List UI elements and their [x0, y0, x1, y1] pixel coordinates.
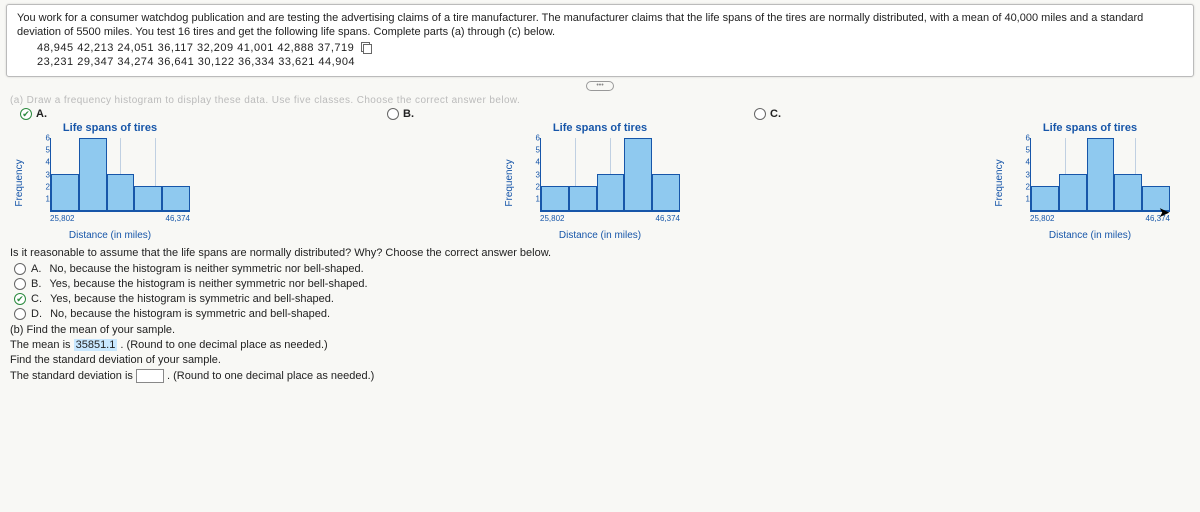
chart-b: Life spans of tires Frequency 123456 25,… [520, 122, 680, 241]
answer-a-row[interactable]: A. No, because the histogram is neither … [14, 263, 1190, 275]
collapse-pill-icon[interactable]: ••• [586, 81, 614, 91]
bar [652, 174, 680, 211]
option-a-label: A. [36, 108, 47, 120]
chart-a-xticks: 25,802 46,374 [50, 214, 190, 228]
bar [1114, 174, 1142, 211]
radio-ans-c-selected-icon[interactable] [14, 293, 26, 305]
answer-c-row[interactable]: C. Yes, because the histogram is symmetr… [14, 293, 1190, 305]
part-a-prompt-blurred: (a) Draw a frequency histogram to displa… [10, 95, 1190, 106]
answer-a-label: A. [31, 263, 44, 275]
bar [541, 186, 569, 210]
answer-b-row[interactable]: B. Yes, because the histogram is neither… [14, 278, 1190, 290]
part-b-line3: Find the standard deviation of your samp… [10, 354, 1190, 366]
copy-icon[interactable] [361, 42, 372, 53]
charts-row: Life spans of tires Frequency 123456 25,… [30, 122, 1170, 241]
radio-b-icon[interactable] [387, 108, 399, 120]
chart-c-ylabel: Frequency [994, 159, 1005, 206]
bar [597, 174, 625, 211]
chart-a-bars [51, 138, 190, 211]
radio-ans-a-icon[interactable] [14, 263, 26, 275]
answer-d-row[interactable]: D. No, because the histogram is symmetri… [14, 308, 1190, 320]
bar [1059, 174, 1087, 211]
radio-c-icon[interactable] [754, 108, 766, 120]
bar [624, 138, 652, 211]
cursor-icon: ➤ [1158, 204, 1170, 221]
option-c-label: C. [770, 108, 781, 120]
answer-c-label: C. [31, 293, 45, 305]
part-b-line2: The mean is 35851.1 . (Round to one deci… [10, 339, 1190, 351]
option-b-label: B. [403, 108, 414, 120]
panel-divider: ••• [6, 79, 1194, 93]
chart-b-xlabel: Distance (in miles) [520, 230, 680, 241]
answers-block: A. No, because the histogram is neither … [14, 263, 1190, 320]
option-a[interactable]: A. [20, 108, 47, 120]
chart-b-yticks: 123456 [530, 138, 540, 212]
problem-panel: You work for a consumer watchdog publica… [6, 4, 1194, 77]
stddev-input[interactable] [136, 369, 164, 383]
bar [79, 138, 107, 211]
chart-a-yticks: 123456 [40, 138, 50, 212]
chart-a-title: Life spans of tires [30, 122, 190, 134]
chart-a-ylabel: Frequency [14, 159, 25, 206]
normality-question: Is it reasonable to assume that the life… [10, 247, 1190, 259]
histogram-options-row: A. B. C. [20, 108, 1180, 120]
data-row-2: 23,231 29,347 34,274 36,641 30,122 36,33… [37, 56, 1183, 68]
answer-d-text: No, because the histogram is symmetric a… [50, 308, 330, 320]
bar [1031, 186, 1059, 210]
chart-c-box: Frequency 123456 25,802 46,374 [1010, 138, 1170, 228]
bar [51, 174, 79, 211]
bar [162, 186, 190, 210]
bar [107, 174, 135, 211]
option-b[interactable]: B. [387, 108, 414, 120]
radio-ans-b-icon[interactable] [14, 278, 26, 290]
chart-b-ylabel: Frequency [504, 159, 515, 206]
chart-c-xlabel: Distance (in miles) [1010, 230, 1170, 241]
chart-c-title: Life spans of tires [1010, 122, 1170, 134]
chart-c-bars [1031, 138, 1170, 211]
bar [1087, 138, 1115, 211]
part-b-block: (b) Find the mean of your sample. The me… [10, 324, 1190, 383]
chart-a-xlabel: Distance (in miles) [30, 230, 190, 241]
answer-b-text: Yes, because the histogram is neither sy… [49, 278, 367, 290]
chart-b-bars [541, 138, 680, 211]
answer-c-text: Yes, because the histogram is symmetric … [50, 293, 334, 305]
answer-b-label: B. [31, 278, 44, 290]
chart-a: Life spans of tires Frequency 123456 25,… [30, 122, 190, 241]
radio-a-selected-icon[interactable] [20, 108, 32, 120]
problem-intro: You work for a consumer watchdog publica… [17, 11, 1183, 40]
chart-a-box: Frequency 123456 25,802 46,374 [30, 138, 190, 228]
bar [569, 186, 597, 210]
radio-ans-d-icon[interactable] [14, 308, 26, 320]
data-row-1: 48,945 42,213 24,051 36,117 32,209 41,00… [37, 42, 1183, 54]
chart-b-box: Frequency 123456 25,802 46,374 [520, 138, 680, 228]
answer-a-text: No, because the histogram is neither sym… [49, 263, 363, 275]
chart-c: Life spans of tires Frequency 123456 25,… [1010, 122, 1170, 241]
answer-d-label: D. [31, 308, 45, 320]
chart-b-xticks: 25,802 46,374 [540, 214, 680, 228]
bar [134, 186, 162, 210]
chart-c-yticks: 123456 [1020, 138, 1030, 212]
part-b-line4: The standard deviation is . (Round to on… [10, 369, 1190, 383]
chart-c-xticks: 25,802 46,374 [1030, 214, 1170, 228]
mean-value-highlight: 35851.1 [74, 339, 118, 351]
chart-b-title: Life spans of tires [520, 122, 680, 134]
option-c[interactable]: C. [754, 108, 781, 120]
part-b-line1: (b) Find the mean of your sample. [10, 324, 1190, 336]
